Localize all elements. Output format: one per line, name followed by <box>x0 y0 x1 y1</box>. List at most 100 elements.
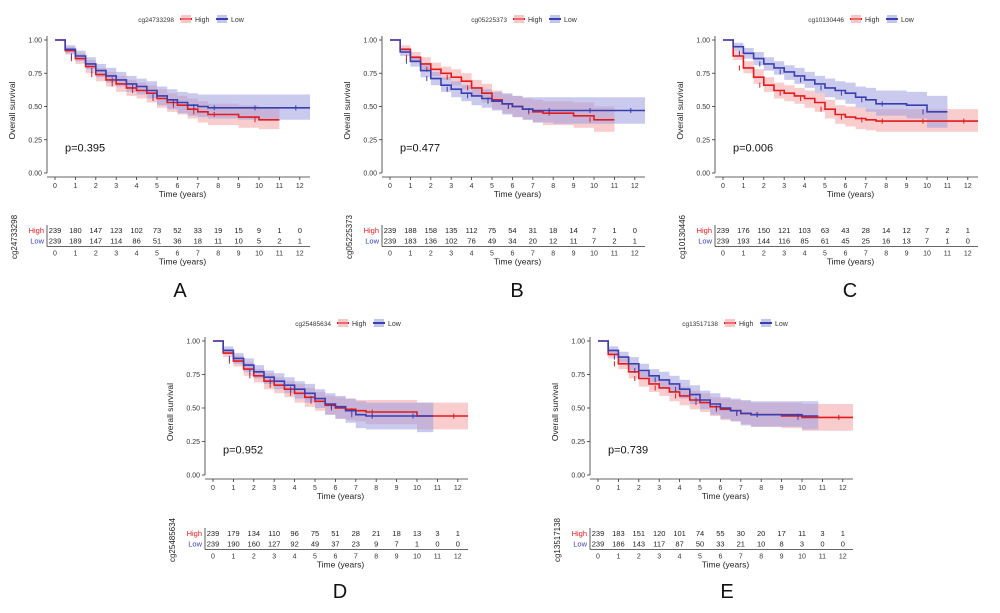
risk-count-high: 110 <box>268 529 280 538</box>
risk-count-low: 10 <box>757 540 765 549</box>
x-tick-label: 11 <box>944 183 951 190</box>
risk-count-low: 7 <box>592 237 596 246</box>
risk-x-tick-label: 0 <box>596 554 600 561</box>
risk-count-low: 1 <box>298 237 302 246</box>
risk-x-tick-label: 12 <box>964 251 972 258</box>
p-value: p=0.739 <box>608 445 648 457</box>
risk-count-high: 239 <box>49 226 62 235</box>
x-tick-label: 10 <box>798 485 806 492</box>
p-value: p=0.952 <box>223 445 263 457</box>
risk-count-high: 2 <box>945 226 949 235</box>
risk-count-low: 33 <box>716 540 724 549</box>
legend-label-high: High <box>195 17 210 24</box>
x-tick-label: 8 <box>884 183 888 190</box>
risk-count-low: 0 <box>435 540 439 549</box>
risk-count-low: 87 <box>675 540 683 549</box>
x-tick-label: 1 <box>73 183 77 190</box>
panel-letter: B <box>510 280 523 302</box>
risk-count-low: 16 <box>882 237 890 246</box>
x-tick-label: 3 <box>114 183 118 190</box>
risk-count-low: 25 <box>862 237 870 246</box>
risk-table-probe-label: cg10130446 <box>678 214 687 259</box>
risk-x-tick-label: 9 <box>780 554 784 561</box>
risk-count-low: 1 <box>633 237 637 246</box>
risk-count-low: 36 <box>173 237 181 246</box>
risk-x-tick-label: 6 <box>175 251 179 258</box>
x-tick-label: 4 <box>678 485 682 492</box>
risk-row-label-low: Low <box>30 237 44 246</box>
risk-count-low: 147 <box>90 237 103 246</box>
risk-x-tick-label: 4 <box>135 251 139 258</box>
risk-count-low: 20 <box>529 237 537 246</box>
risk-count-high: 3 <box>820 529 824 538</box>
x-axis-label: Time (years) <box>827 189 875 199</box>
risk-row-label-high: High <box>697 226 712 235</box>
risk-count-low: 5 <box>257 237 261 246</box>
x-tick-label: 10 <box>255 183 263 190</box>
risk-count-high: 96 <box>290 529 298 538</box>
x-tick-label: 9 <box>237 183 241 190</box>
y-tick-label: 0.50 <box>28 104 42 111</box>
legend-box-high <box>338 319 348 327</box>
risk-count-high: 31 <box>529 226 537 235</box>
risk-x-tick-label: 7 <box>196 251 200 258</box>
x-tick-label: 1 <box>616 485 620 492</box>
risk-x-axis-label: Time (years) <box>702 560 750 570</box>
risk-count-high: 3 <box>435 529 439 538</box>
x-tick-label: 8 <box>759 485 763 492</box>
risk-x-tick-label: 1 <box>408 251 412 258</box>
risk-count-high: 14 <box>882 226 890 235</box>
risk-count-low: 189 <box>69 237 82 246</box>
x-tick-label: 10 <box>923 183 931 190</box>
risk-count-high: 239 <box>207 529 220 538</box>
risk-count-high: 20 <box>757 529 765 538</box>
risk-count-high: 52 <box>173 226 181 235</box>
legend-label-high: High <box>352 321 367 328</box>
risk-x-tick-label: 1 <box>616 554 620 561</box>
risk-count-low: 143 <box>633 540 646 549</box>
risk-count-low: 190 <box>227 540 240 549</box>
x-axis-label: Time (years) <box>159 189 207 199</box>
risk-x-tick-label: 7 <box>864 251 868 258</box>
risk-count-high: 28 <box>862 226 870 235</box>
p-value: p=0.006 <box>733 143 773 155</box>
x-tick-label: 1 <box>408 183 412 190</box>
y-axis-label: Overall survival <box>675 81 685 139</box>
risk-x-tick-label: 10 <box>413 554 421 561</box>
y-axis-label: Overall survival <box>550 383 560 441</box>
ci-band-low <box>598 341 819 430</box>
risk-x-tick-label: 8 <box>759 554 763 561</box>
legend-box-high <box>514 15 524 23</box>
x-tick-label: 5 <box>155 183 159 190</box>
risk-count-high: 147 <box>90 226 103 235</box>
risk-table-probe-label: cg25485634 <box>168 517 177 562</box>
y-tick-label: 0.00 <box>696 171 710 178</box>
risk-x-tick-label: 1 <box>231 554 235 561</box>
risk-count-low: 102 <box>445 237 458 246</box>
risk-count-low: 7 <box>925 237 929 246</box>
risk-x-tick-label: 9 <box>572 251 576 258</box>
risk-count-low: 2 <box>277 237 281 246</box>
risk-x-tick-label: 0 <box>388 251 392 258</box>
risk-count-low: 23 <box>352 540 360 549</box>
risk-count-high: 73 <box>153 226 161 235</box>
panel-letter: E <box>720 581 733 603</box>
risk-count-high: 1 <box>612 226 616 235</box>
risk-count-high: 183 <box>612 529 625 538</box>
risk-count-high: 135 <box>445 226 458 235</box>
risk-count-low: 85 <box>800 237 808 246</box>
risk-x-tick-label: 3 <box>449 251 453 258</box>
risk-count-low: 186 <box>612 540 625 549</box>
risk-count-low: 12 <box>549 237 557 246</box>
risk-count-high: 120 <box>653 529 666 538</box>
x-tick-label: 11 <box>819 485 826 492</box>
risk-count-high: 12 <box>902 226 910 235</box>
x-tick-label: 4 <box>135 183 139 190</box>
risk-count-low: 11 <box>214 237 222 246</box>
y-tick-label: 0.75 <box>696 71 710 78</box>
x-tick-label: 9 <box>572 183 576 190</box>
risk-count-low: 160 <box>248 540 261 549</box>
